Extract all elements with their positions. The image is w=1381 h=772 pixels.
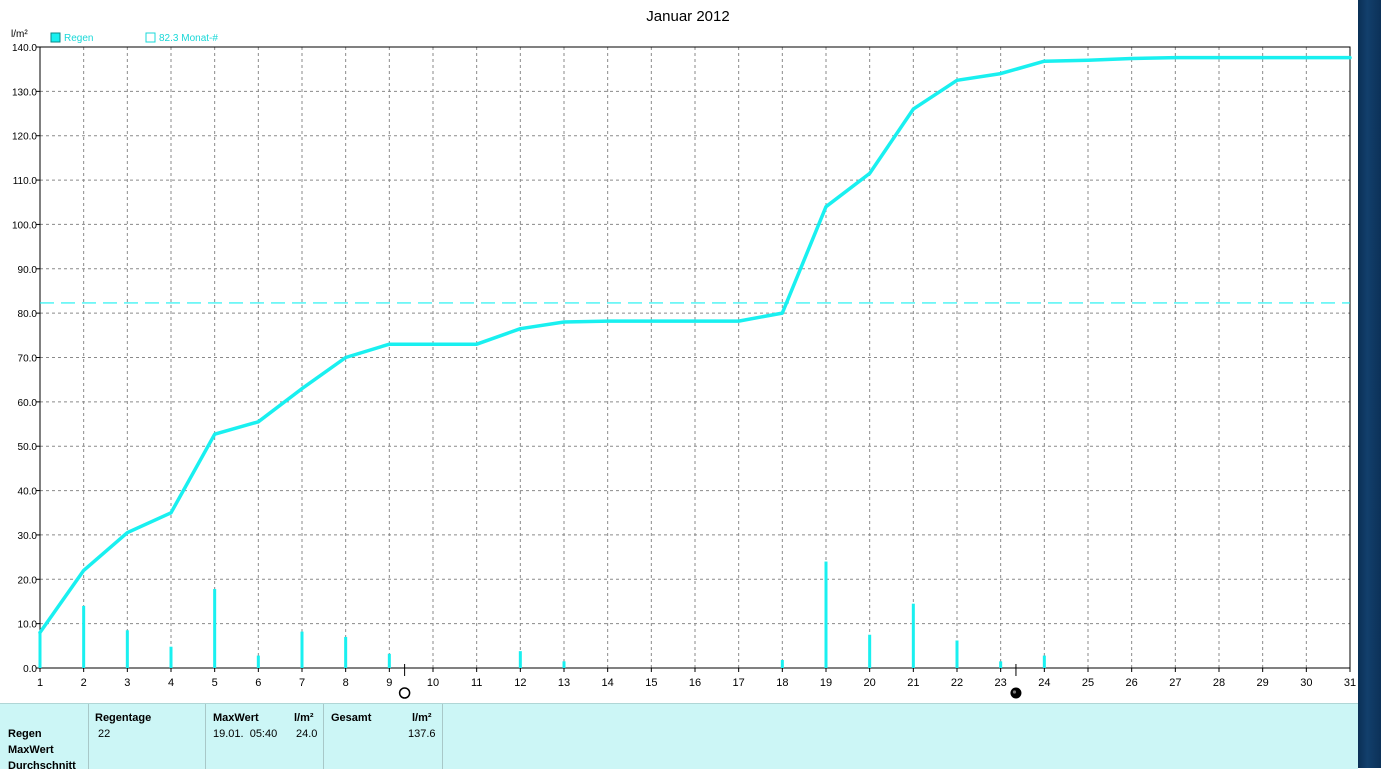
y-tick-label: 110.0 (13, 176, 38, 187)
x-tick-label: 19 (820, 677, 832, 689)
x-tick-label: 17 (733, 677, 745, 689)
daily-rain-bar (562, 661, 566, 668)
maxwert-label: MaxWert (213, 712, 259, 724)
y-tick-label: 50.0 (18, 442, 38, 453)
x-tick-label: 8 (343, 677, 349, 689)
x-tick-label: 23 (995, 677, 1007, 689)
stats-row-label-maxwert: MaxWert (8, 744, 54, 756)
y-tick-label: 30.0 (18, 531, 38, 542)
window-edge (1358, 0, 1381, 768)
stats-col-maxwert: MaxWert l/m² 19.01. 05:40 24.0 (205, 704, 324, 769)
daily-rain-bar (999, 661, 1003, 668)
x-tick-label: 1 (37, 677, 43, 689)
daily-rain-bar (824, 561, 828, 668)
daily-rain-bar (868, 634, 872, 668)
stats-col-regentage: Regentage 22 (88, 704, 206, 769)
daily-rain-bar (955, 640, 959, 668)
y-tick-label: 40.0 (18, 487, 38, 498)
y-tick-label: 60.0 (18, 398, 38, 409)
daily-rain-bar (344, 636, 348, 668)
x-tick-label: 9 (386, 677, 392, 689)
moon-phase-markers (398, 664, 1022, 699)
y-tick-label: 120.0 (12, 132, 37, 143)
rain-chart: Januar 2012 l/m² Regen 82.3 Monat-# 0.01… (11, 8, 1356, 699)
x-tick-label: 27 (1169, 677, 1181, 689)
x-tick-label: 10 (427, 677, 439, 689)
maxwert-time: 19.01. 05:40 (213, 728, 278, 740)
x-tick-label: 31 (1344, 677, 1356, 689)
cumulative-line-group (38, 55, 1352, 635)
y-tick-label: 100.0 (12, 220, 37, 231)
daily-rain-bar (256, 655, 260, 668)
x-tick-label: 6 (255, 677, 261, 689)
x-tick-label: 30 (1300, 677, 1312, 689)
stats-row-label-regen: Regen (8, 728, 42, 740)
x-tick-label: 18 (776, 677, 788, 689)
x-tick-label: 7 (299, 677, 305, 689)
stats-col-gesamt: Gesamt l/m² 137.6 (323, 704, 443, 769)
daily-rain-bar (387, 653, 391, 668)
daily-rain-bar (213, 589, 217, 668)
x-tick-label: 2 (81, 677, 87, 689)
y-tick-label: 140.0 (12, 43, 37, 54)
x-tick-label: 12 (514, 677, 526, 689)
legend-reference-swatch (145, 32, 156, 43)
x-tick-label: 15 (645, 677, 657, 689)
daily-rain-bar (82, 605, 86, 668)
legend-reference-label: 82.3 Monat-# (159, 33, 218, 44)
daily-rain-bar (125, 630, 129, 668)
maxwert-value: 24.0 (296, 728, 318, 740)
y-tick-label: 20.0 (18, 575, 38, 586)
x-tick-label: 26 (1126, 677, 1138, 689)
x-tick-label: 28 (1213, 677, 1225, 689)
new-moon-icon (1010, 687, 1022, 699)
gesamt-unit: l/m² (412, 712, 432, 724)
y-axis-unit: l/m² (11, 29, 28, 40)
x-tick-label: 11 (471, 677, 482, 689)
y-tick-label: 10.0 (18, 620, 38, 631)
x-tick-label: 13 (558, 677, 570, 689)
y-tick-label: 130.0 (12, 87, 37, 98)
stats-row-label-durchschnitt: Durchschnitt (8, 760, 76, 772)
gesamt-value: 137.6 (408, 728, 436, 740)
regentage-value: 22 (98, 728, 111, 740)
daily-rain-bar (300, 631, 304, 668)
daily-rain-bar (38, 632, 42, 668)
daily-rain-bar (780, 660, 784, 668)
x-tick-label: 5 (212, 677, 218, 689)
chart-title: Januar 2012 (646, 8, 729, 25)
statistics-panel: Regen MaxWert Durchschnitt Regentage 22 … (0, 703, 1358, 772)
y-tick-label: 90.0 (18, 265, 38, 276)
legend-series-swatch (50, 32, 61, 43)
grid (40, 47, 1350, 668)
new-moon-icon-highlight (1012, 690, 1017, 694)
x-tick-label: 22 (951, 677, 963, 689)
daily-rain-bar (169, 646, 173, 668)
legend-series-label: Regen (64, 33, 93, 44)
legend: Regen 82.3 Monat-# (50, 32, 218, 44)
x-tick-label: 4 (168, 677, 174, 689)
y-tick-label: 70.0 (18, 354, 38, 365)
full-moon-icon (398, 687, 411, 699)
x-tick-label: 16 (689, 677, 701, 689)
y-axis: 0.0 10.0 20.0 30.0 40.0 50.0 60.0 70.0 80.0 90.0 1… (12, 43, 40, 675)
x-tick-label: 24 (1038, 677, 1050, 689)
cumulative-rain-line (38, 55, 1352, 635)
daily-rain-bar (1042, 655, 1046, 668)
daily-rain-bar (518, 651, 522, 668)
daily-bars (38, 561, 1046, 668)
x-tick-label: 14 (602, 677, 614, 689)
y-tick-label: 80.0 (18, 309, 38, 320)
x-tick-label: 3 (124, 677, 130, 689)
daily-rain-bar (911, 603, 915, 668)
x-tick-label: 29 (1257, 677, 1269, 689)
gesamt-label: Gesamt (331, 712, 372, 724)
x-tick-label: 21 (907, 677, 919, 689)
x-axis: 1 2 3 4 5 6 7 8 9 10 11 12 13 14 15 16 17 18 19 20 21 22 23 24 2… (37, 668, 1356, 689)
regentage-label: Regentage (95, 712, 152, 724)
x-tick-label: 25 (1082, 677, 1094, 689)
x-tick-label: 20 (864, 677, 876, 689)
y-tick-label: 0.0 (23, 664, 37, 675)
maxwert-unit: l/m² (294, 712, 314, 724)
